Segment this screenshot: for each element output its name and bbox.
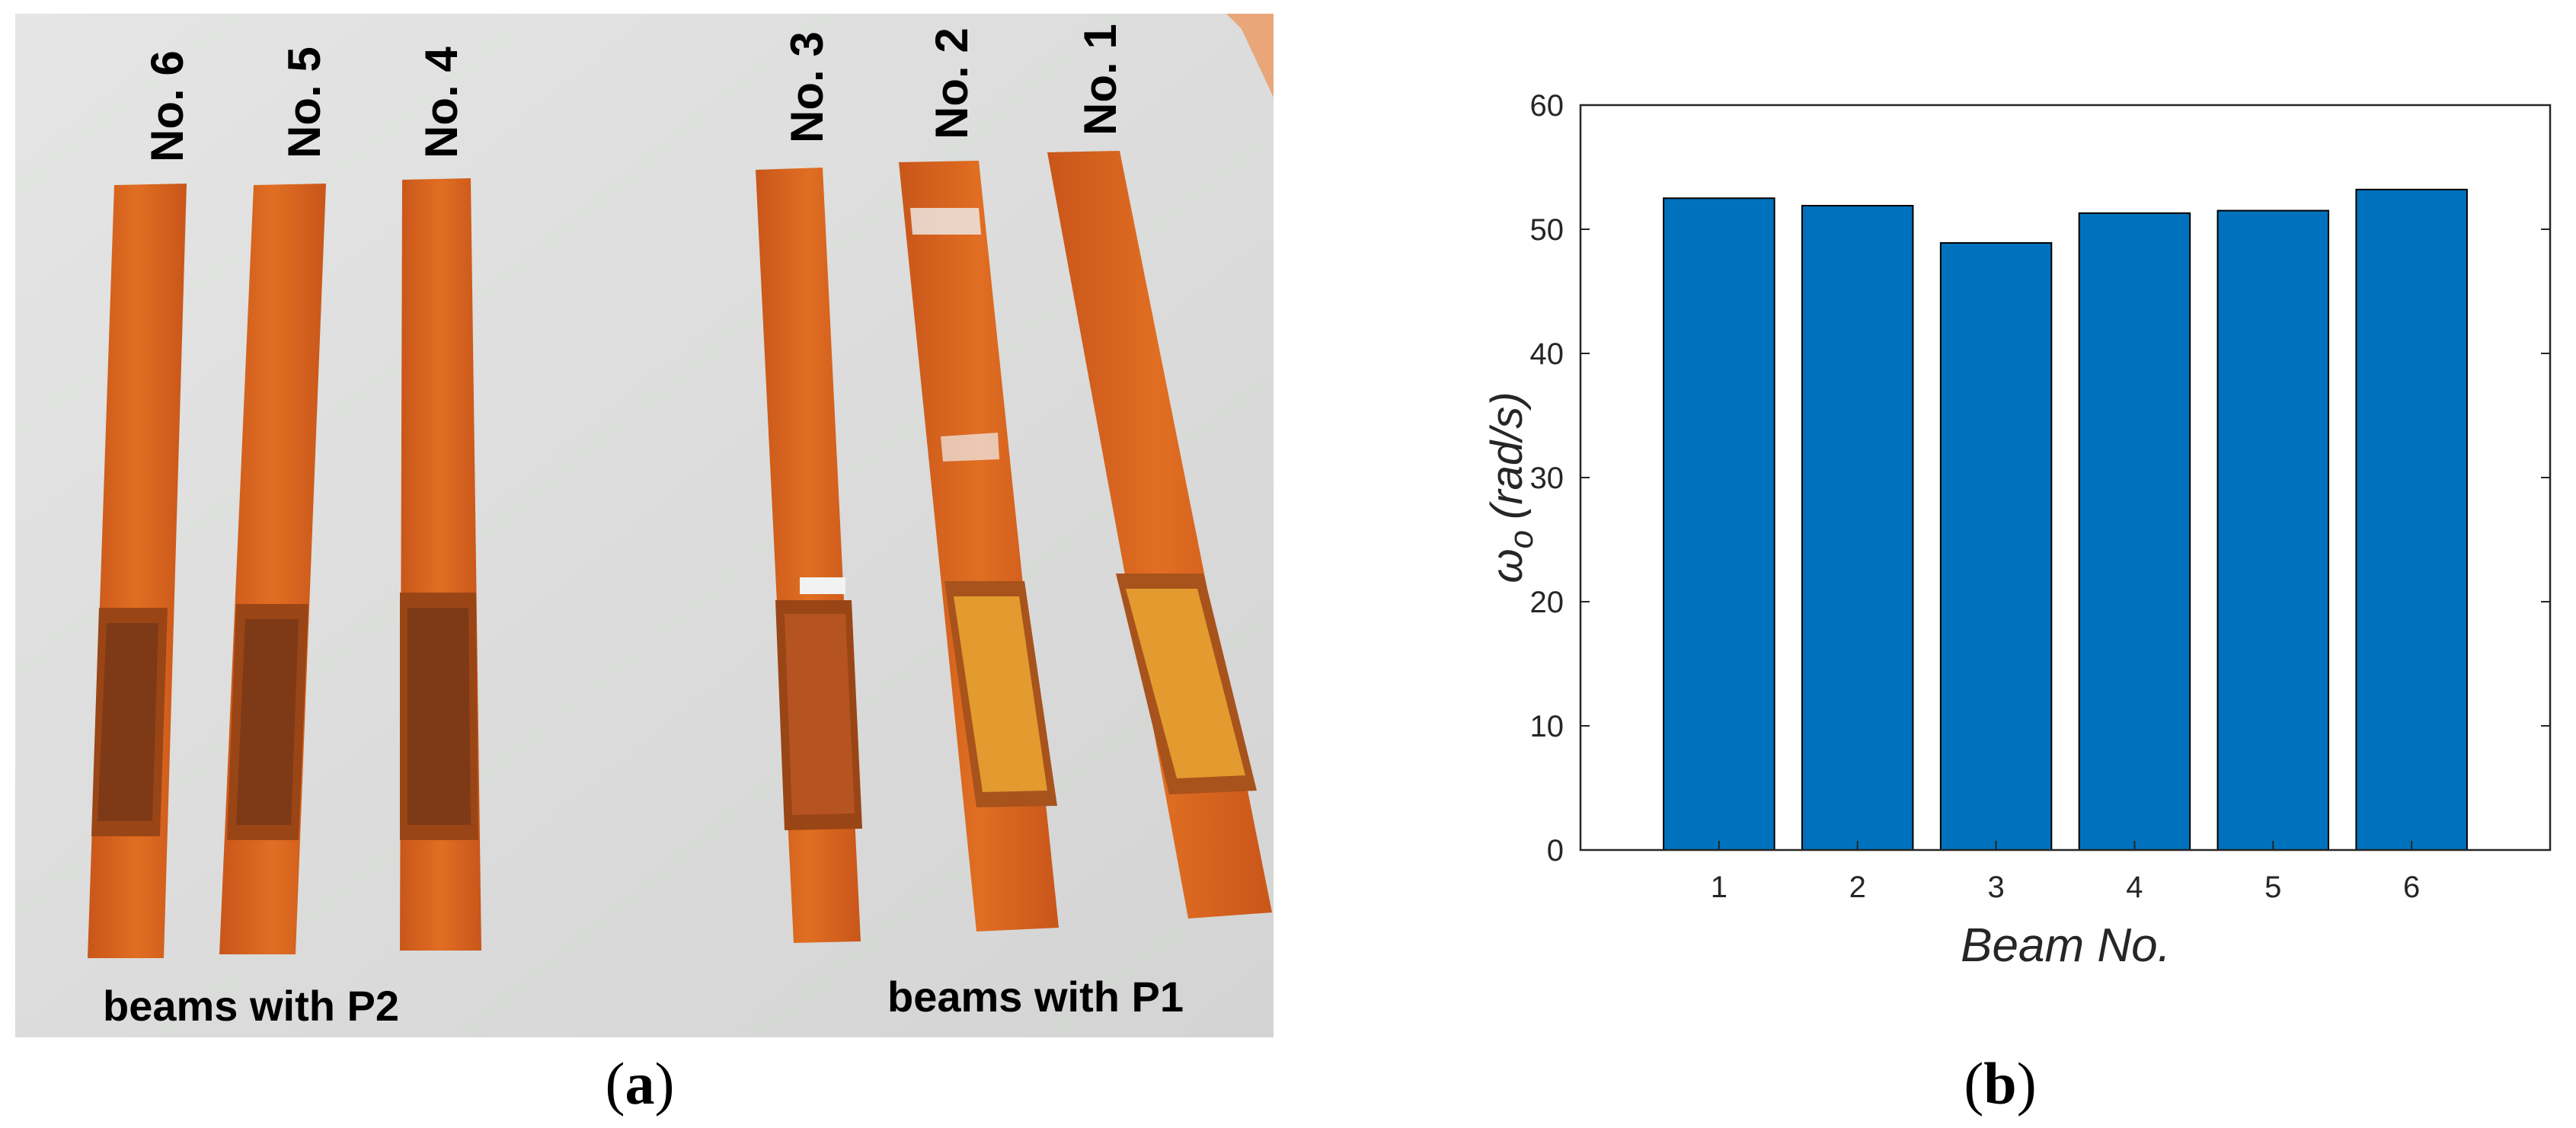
beam-1 (1047, 151, 1272, 919)
x-tick-label: 2 (1849, 871, 1866, 904)
beam-label-3: No. 3 (781, 31, 833, 143)
y-axis-label-units: (rad/s) (1482, 391, 1532, 519)
y-tick-label: 0 (1547, 834, 1564, 868)
beam-label-6: No. 6 (142, 50, 193, 162)
x-tick-label: 5 (2264, 871, 2281, 904)
x-tick-label: 1 (1711, 871, 1727, 904)
y-tick-label: 20 (1530, 586, 1564, 619)
beam-label-1: No. 1 (1075, 24, 1126, 136)
y-tick-label: 60 (1530, 89, 1564, 123)
y-axis-label: ωo (rad/s) (1482, 391, 1540, 583)
beams-photo: No. 6 No. 5 No. 4 No. 3 No. 2 No. 1 beam… (15, 14, 1274, 1037)
plot-frame (1579, 104, 2552, 852)
y-axis-label-symbol: ω (1482, 548, 1532, 583)
bar-2 (1801, 205, 1914, 851)
group-label-p2: beams with P2 (103, 982, 399, 1030)
bar-chart: 1 2 3 4 5 6 0 10 20 30 40 50 60 Beam No. ωo(rad/s) (1280, 0, 2576, 1066)
x-tick-label: 3 (1987, 871, 2004, 904)
group-label-p1: beams with P1 (887, 973, 1184, 1021)
photo-corner (1226, 14, 1274, 97)
beams-photo-drawing: No. 6 No. 5 No. 4 No. 3 No. 2 No. 1 beam… (15, 14, 1274, 1037)
x-tick-label: 6 (2403, 871, 2420, 904)
beam-label-5: No. 5 (279, 46, 330, 158)
bar-1 (1663, 197, 1775, 851)
beam-label-4: No. 4 (416, 46, 467, 158)
panel-b-caption: (b) (1964, 1050, 2037, 1117)
y-tick-label: 30 (1530, 462, 1564, 495)
beam-5 (219, 184, 326, 954)
y-axis-label-subscript: o (1503, 530, 1540, 548)
y-tick-label: 40 (1530, 337, 1564, 371)
beam-2 (899, 161, 1059, 931)
x-axis-label: Beam No. (1961, 919, 2171, 972)
y-tick-label: 50 (1530, 213, 1564, 247)
beam-6 (88, 184, 187, 958)
panel-a-caption: (a) (605, 1050, 675, 1117)
beam-label-2: No. 2 (926, 27, 977, 139)
bar-4 (2078, 212, 2191, 851)
bar-5 (2216, 209, 2330, 851)
bar-3 (1939, 241, 2053, 851)
bar-6 (2355, 188, 2468, 851)
bar-group (1663, 188, 2468, 851)
x-tick-label: 4 (2126, 871, 2143, 904)
y-tick-label: 10 (1530, 710, 1564, 743)
beam-4 (400, 178, 481, 951)
beam-3 (756, 168, 862, 943)
axes (1579, 104, 2552, 852)
